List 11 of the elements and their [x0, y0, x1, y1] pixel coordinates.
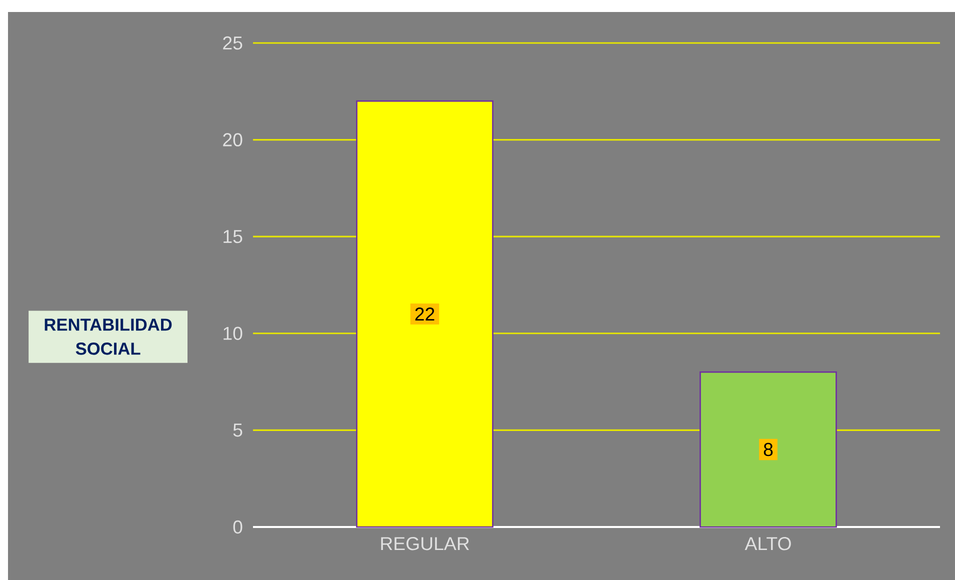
y-tick-label: 5: [233, 424, 242, 437]
data-label: 8: [764, 442, 773, 456]
y-tick-label: 0: [233, 520, 242, 534]
y-tick-label: 10: [224, 326, 242, 340]
y-tick-label: 15: [224, 230, 242, 244]
x-tick-label: ALTO: [744, 537, 791, 550]
y-axis-title: RENTABILIDAD SOCIAL: [44, 318, 172, 355]
y-tick-label: 20: [223, 133, 242, 146]
y-tick-label: 25: [223, 36, 242, 50]
x-tick-label: REGULAR: [381, 537, 469, 550]
data-label: 22: [415, 307, 434, 321]
